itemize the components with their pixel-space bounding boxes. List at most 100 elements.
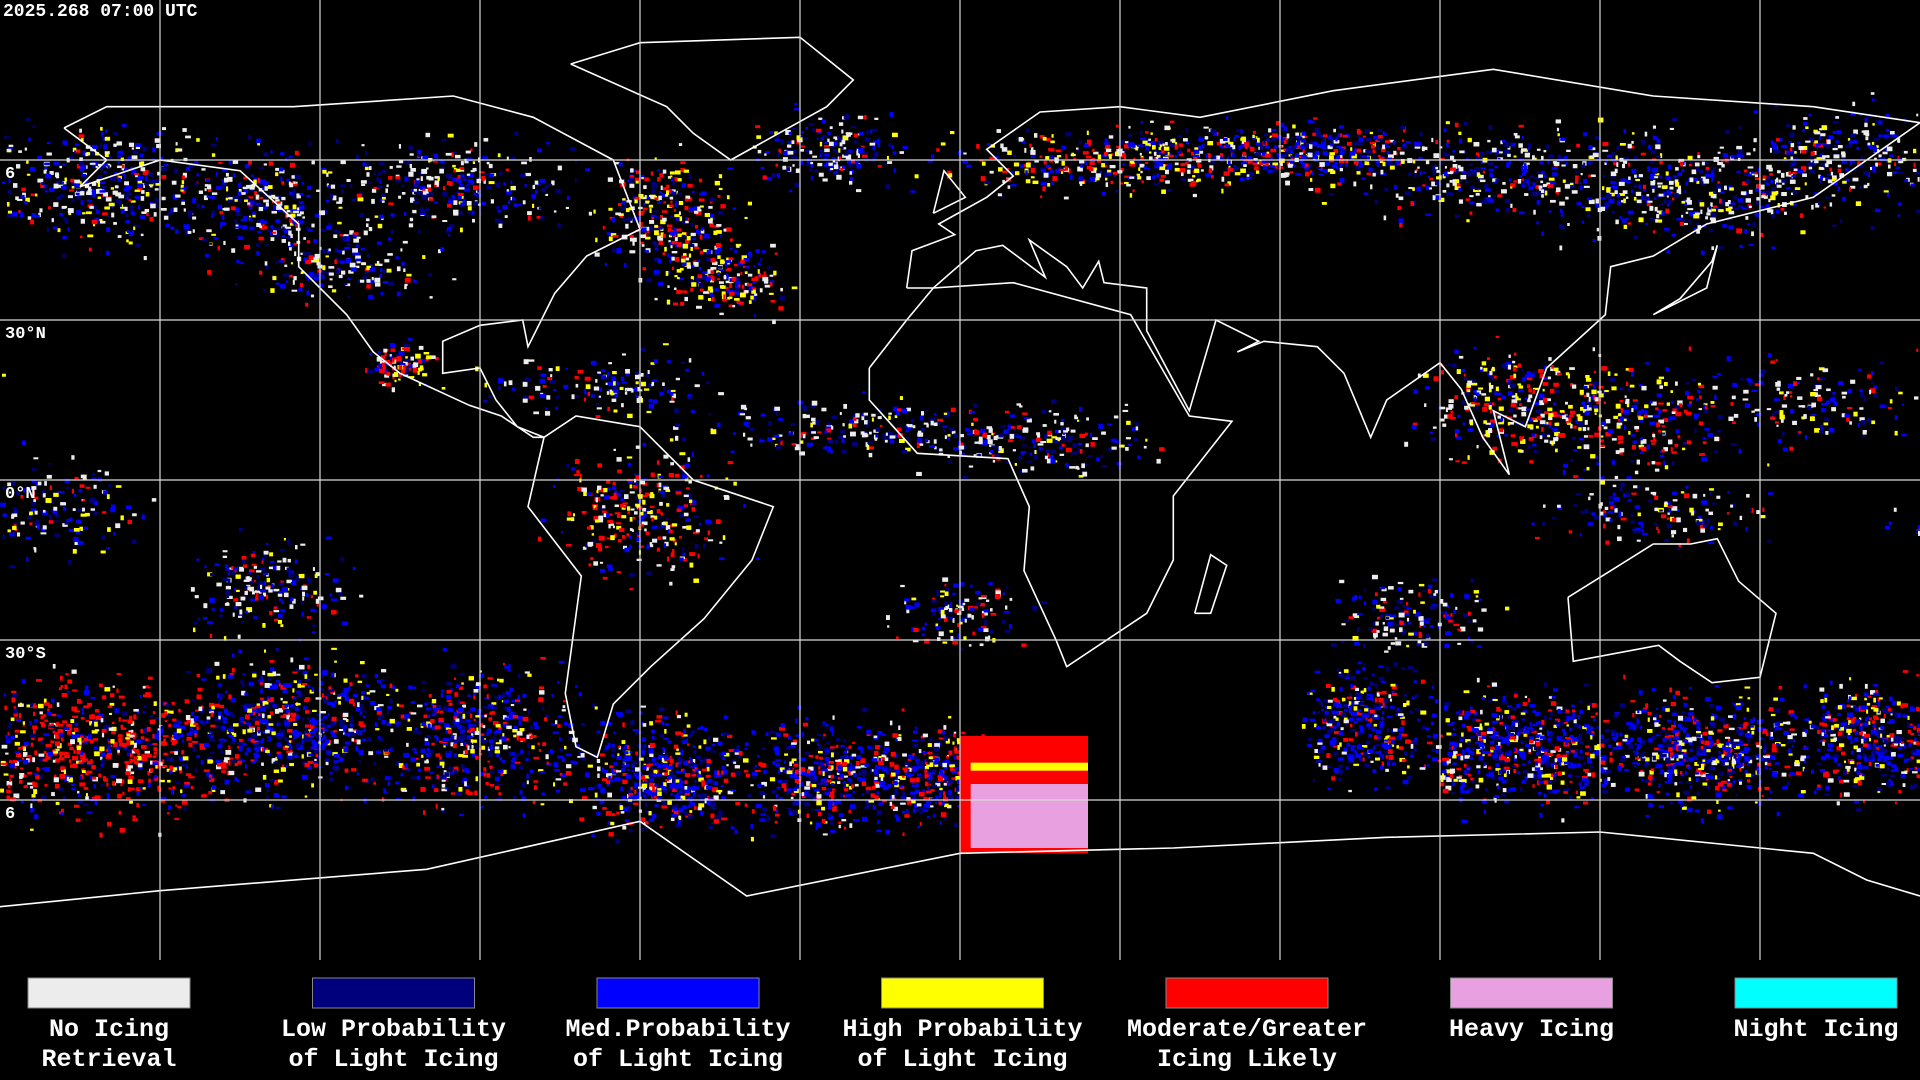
icing-pixel xyxy=(634,177,641,181)
icing-pixel xyxy=(875,434,878,438)
icing-pixel xyxy=(401,262,405,267)
icing-pixel xyxy=(1599,206,1606,211)
icing-pixel xyxy=(1665,171,1669,176)
icing-pixel xyxy=(49,171,54,175)
icing-pixel xyxy=(170,208,173,214)
icing-pixel xyxy=(1628,431,1631,435)
icing-pixel xyxy=(514,131,519,136)
icing-pixel xyxy=(1179,152,1183,157)
icing-pixel xyxy=(823,157,828,161)
icing-pixel xyxy=(1339,161,1343,166)
icing-pixel xyxy=(1640,440,1643,445)
icing-pixel xyxy=(877,141,880,147)
icing-pixel xyxy=(419,209,426,214)
icing-pixel xyxy=(1229,150,1233,153)
icing-pixel xyxy=(1840,219,1843,224)
icing-pixel xyxy=(1631,189,1634,193)
icing-pixel xyxy=(625,369,630,374)
icing-pixel xyxy=(644,195,647,198)
icing-pixel xyxy=(720,259,725,265)
icing-pixel xyxy=(1476,173,1481,177)
icing-pixel xyxy=(978,436,983,442)
icing-pixel xyxy=(228,197,234,200)
icing-pixel xyxy=(822,447,826,450)
icing-pixel xyxy=(608,207,613,211)
icing-pixel xyxy=(1545,398,1552,402)
icing-pixel xyxy=(120,208,125,214)
icing-pixel xyxy=(1873,385,1878,389)
icing-pixel xyxy=(695,276,699,282)
icing-pixel xyxy=(1658,429,1661,433)
icing-pixel xyxy=(1518,211,1525,215)
icing-pixel xyxy=(1281,122,1285,128)
icing-pixel xyxy=(1193,166,1197,169)
icing-pixel xyxy=(1585,377,1592,382)
icing-pixel xyxy=(1498,406,1504,411)
icing-pixel xyxy=(1422,373,1429,378)
icing-pixel xyxy=(676,289,682,294)
icing-pixel xyxy=(1541,433,1546,438)
icing-pixel xyxy=(211,210,216,216)
icing-pixel xyxy=(901,408,908,413)
icing-pixel xyxy=(1461,461,1467,464)
icing-pixel xyxy=(1385,140,1391,144)
icing-pixel xyxy=(1805,126,1809,130)
icing-pixel xyxy=(1495,386,1499,392)
icing-pixel xyxy=(221,215,225,220)
icing-pixel xyxy=(1782,447,1788,452)
icing-pixel xyxy=(1867,182,1870,186)
icing-pixel xyxy=(718,281,724,284)
icing-pixel xyxy=(242,186,248,190)
icing-pixel xyxy=(1721,164,1725,168)
icing-pixel xyxy=(812,128,815,133)
icing-pixel xyxy=(788,432,793,436)
icing-pixel xyxy=(320,167,327,171)
icing-pixel xyxy=(772,437,776,441)
icing-pixel xyxy=(192,198,197,203)
icing-pixel xyxy=(1768,167,1773,172)
icing-pixel xyxy=(942,425,948,428)
icing-pixel xyxy=(675,377,680,381)
icing-pixel xyxy=(361,262,367,266)
icing-pixel xyxy=(864,115,867,120)
icing-pixel xyxy=(1647,200,1653,203)
icing-pixel xyxy=(1120,152,1126,158)
icing-pixel xyxy=(861,416,865,421)
icing-pixel xyxy=(668,234,672,238)
icing-pixel xyxy=(1265,160,1271,164)
icing-pixel xyxy=(1450,410,1454,414)
icing-pixel xyxy=(930,417,936,422)
icing-pixel xyxy=(838,156,842,161)
icing-pixel xyxy=(644,177,649,182)
icing-pixel xyxy=(1703,178,1710,184)
icing-pixel xyxy=(129,166,135,170)
icing-pixel xyxy=(1642,184,1647,189)
icing-pixel xyxy=(1687,403,1692,407)
icing-pixel xyxy=(1666,249,1670,254)
icing-pixel xyxy=(313,239,318,243)
icing-pixel xyxy=(1611,438,1617,441)
icing-pixel xyxy=(680,168,685,173)
icing-pixel xyxy=(1595,198,1599,204)
icing-pixel xyxy=(430,192,435,196)
icing-pixel xyxy=(356,193,362,197)
icing-pixel xyxy=(486,161,490,165)
icing-pixel xyxy=(1317,154,1320,158)
icing-pixel xyxy=(1754,417,1758,422)
icing-pixel xyxy=(856,189,862,193)
icing-pixel xyxy=(1677,400,1683,406)
icing-pixel xyxy=(1375,139,1380,143)
icing-pixel xyxy=(1714,394,1717,400)
icing-pixel xyxy=(649,220,655,224)
icing-pixel xyxy=(355,255,361,260)
icing-pixel xyxy=(542,385,547,388)
icing-pixel xyxy=(192,216,197,220)
icing-pixel xyxy=(1397,146,1401,151)
icing-pixel xyxy=(775,163,778,167)
icing-pixel xyxy=(1833,154,1840,159)
icing-pixel xyxy=(196,203,201,209)
icing-pixel xyxy=(288,181,291,186)
icing-pixel xyxy=(1095,177,1098,180)
icing-pixel xyxy=(1152,145,1156,150)
icing-pixel xyxy=(794,103,797,106)
